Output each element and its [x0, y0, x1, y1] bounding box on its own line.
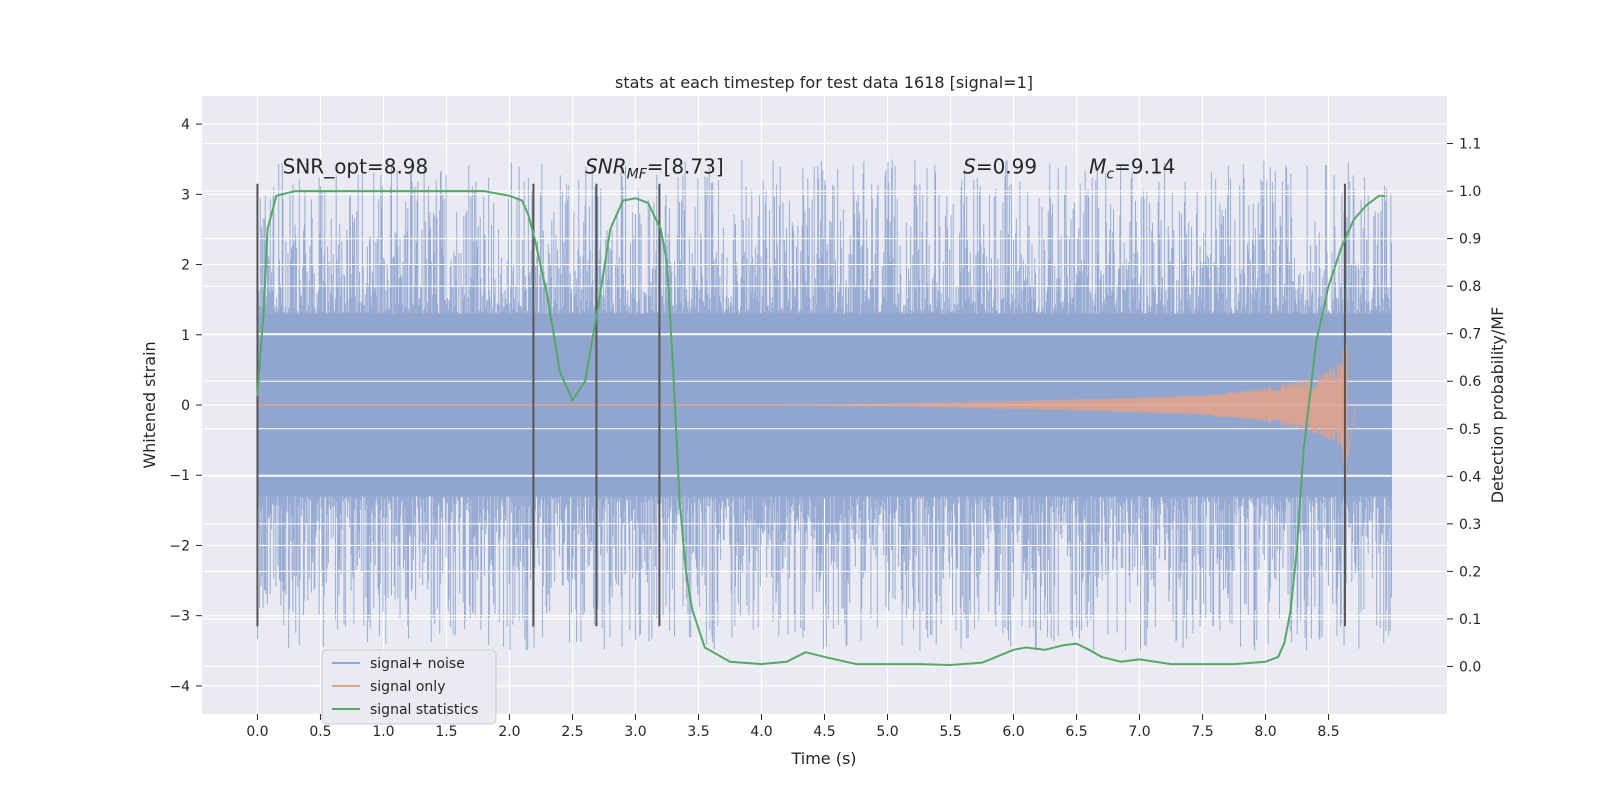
y-tick-label: −3 — [169, 609, 190, 625]
y2-tick-label: 1.1 — [1459, 137, 1481, 153]
x-tick-label: 6.5 — [1065, 724, 1087, 740]
x-tick-label: 7.0 — [1128, 724, 1150, 740]
x-tick-label: 1.0 — [372, 724, 394, 740]
y2-tick-label: 0.7 — [1459, 327, 1481, 343]
y2-tick-label: 0.3 — [1459, 517, 1481, 533]
y2-tick-label: 0.2 — [1459, 564, 1481, 580]
series-signal-statistics — [256, 190, 1386, 667]
x-tick-label: 3.5 — [687, 724, 709, 740]
y-tick-label: 2 — [181, 258, 190, 274]
y-tick-label: −4 — [169, 679, 190, 695]
x-tick-label: 8.5 — [1317, 724, 1339, 740]
y2-tick-label: 0.4 — [1459, 469, 1481, 485]
x-tick-label: 4.0 — [750, 724, 772, 740]
y-tick-label: 4 — [181, 117, 190, 133]
annotations: SNR_opt=8.98 SNRMF=[8.73] S=0.99 Mc=9.14 — [283, 154, 1176, 182]
y-tick-label: −1 — [169, 468, 190, 484]
y-tick-label: 0 — [181, 398, 190, 414]
x-tick-label: 4.5 — [813, 724, 835, 740]
chart-title: stats at each timestep for test data 161… — [615, 73, 1033, 92]
y-tick-label: −2 — [169, 538, 190, 554]
y-tick-label: 3 — [181, 187, 190, 203]
y2-tick-label: 0.8 — [1459, 279, 1481, 295]
x-tick-label: 7.5 — [1191, 724, 1213, 740]
series-signal-only — [257, 342, 1357, 480]
legend-label-signal-plus-noise: signal+ noise — [370, 656, 465, 672]
x-tick-label: 3.0 — [624, 724, 646, 740]
x-axis-label: Time (s) — [790, 749, 856, 768]
y2-tick-label: 1.0 — [1459, 184, 1481, 200]
y2-tick-label: 0.6 — [1459, 374, 1481, 390]
y-axis-label: Whitened strain — [140, 341, 159, 468]
y2-tick-label: 0.1 — [1459, 612, 1481, 628]
annotation-s-value: S=0.99 — [963, 154, 1037, 178]
annotation-snr-mf: SNRMF=[8.73] — [585, 154, 724, 182]
annotation-chirp-mass: Mc=9.14 — [1089, 154, 1175, 182]
x-tick-label: 0.5 — [309, 724, 331, 740]
annotation-snr-opt: SNR_opt=8.98 — [283, 154, 429, 178]
legend-box — [321, 649, 497, 725]
x-tick-label: 6.0 — [1002, 724, 1024, 740]
y2-tick-label: 0.5 — [1459, 422, 1481, 438]
y-tick-label: 1 — [181, 328, 190, 344]
x-tick-label: 0.0 — [246, 724, 268, 740]
x-tick-label: 5.0 — [876, 724, 898, 740]
left-axis: −4 −3 −2 −1 0 1 2 3 4 — [169, 117, 202, 695]
y2-tick-label: 0.9 — [1459, 232, 1481, 248]
legend-label-signal-statistics: signal statistics — [370, 702, 478, 718]
y2-tick-label: 0.0 — [1459, 659, 1481, 675]
legend: signal+ noise signal only signal statist… — [321, 649, 497, 725]
y2-axis-label: Detection probability/MF — [1488, 307, 1507, 504]
statistics-trace — [256, 190, 1386, 667]
legend-label-signal-only: signal only — [370, 679, 445, 695]
x-tick-label: 5.5 — [939, 724, 961, 740]
x-tick-label: 1.5 — [435, 724, 457, 740]
right-axis: 0.0 0.1 0.2 0.3 0.4 0.5 0.6 0.7 0.8 0.9 1.0 1.1 — [1447, 137, 1481, 675]
x-tick-label: 2.5 — [561, 724, 583, 740]
x-tick-label: 8.0 — [1254, 724, 1276, 740]
vertical-markers — [256, 183, 1346, 627]
x-tick-label: 2.0 — [498, 724, 520, 740]
chirp-trace — [786, 342, 1357, 480]
x-axis: 0.0 0.5 1.0 1.5 2.0 2.5 3.0 3.5 4.0 4.5 5.0 5.5 6.0 6… — [246, 714, 1340, 740]
